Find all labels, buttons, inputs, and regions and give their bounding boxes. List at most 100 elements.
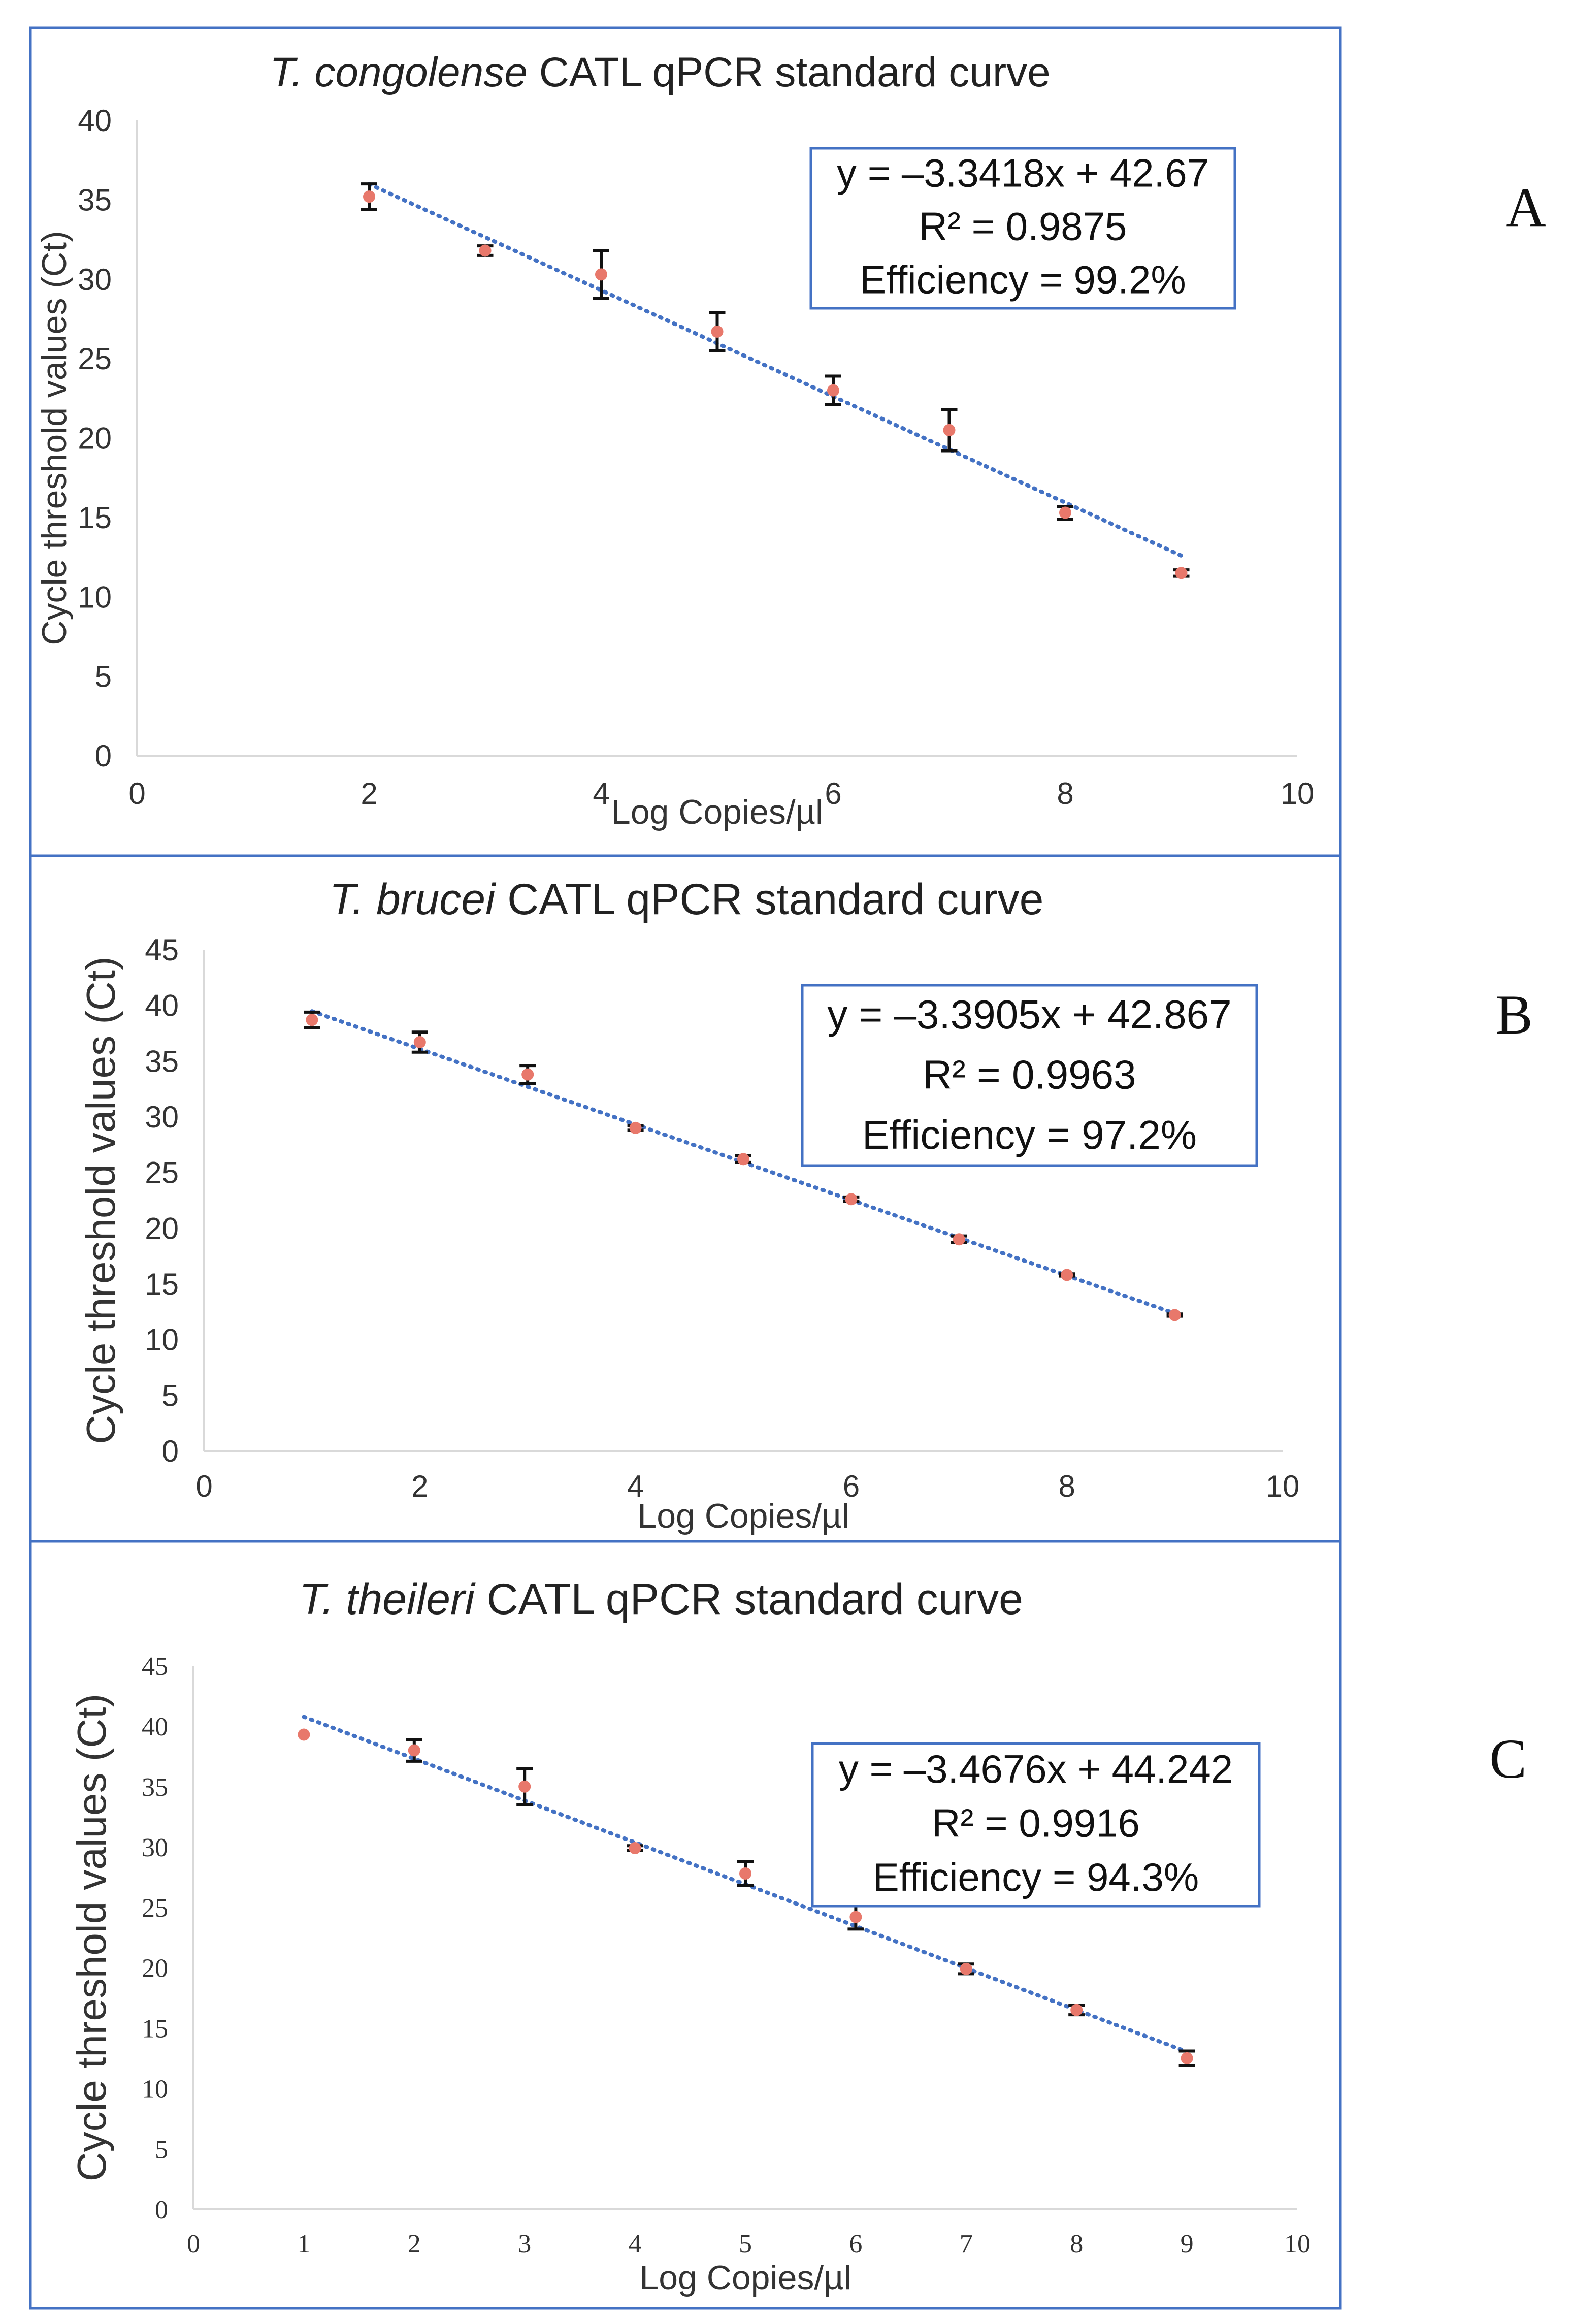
equation-line: R² = 0.9963 [923, 1052, 1136, 1098]
chart-title-rest: CATL qPCR standard curve [475, 1575, 1023, 1624]
equation-box [809, 147, 1236, 310]
data-point [1168, 1309, 1181, 1321]
x-tick-label: 0 [128, 777, 145, 811]
y-tick-label: 40 [78, 104, 112, 138]
data-point [739, 1867, 751, 1880]
y-tick-label: 30 [142, 1833, 168, 1862]
x-tick-label: 10 [1266, 1469, 1300, 1503]
y-tick-label: 30 [145, 1100, 179, 1134]
data-point [306, 1014, 318, 1026]
equation-line: y = –3.3418x + 42.67 [837, 151, 1209, 196]
y-tick-label: 20 [145, 1211, 179, 1245]
y-tick-label: 40 [145, 989, 179, 1023]
data-point [943, 424, 956, 436]
y-tick-label: 35 [78, 183, 112, 217]
y-tick-label: 45 [145, 933, 179, 967]
y-tick-label: 35 [142, 1773, 168, 1802]
data-point [413, 1036, 426, 1049]
y-tick-label: 15 [78, 501, 112, 535]
chart-panel-c: T. theileri CATL qPCR standard curve0510… [29, 1540, 1527, 2310]
data-point [629, 1842, 641, 1855]
x-tick-label: 4 [627, 1469, 644, 1503]
chart-title-species: T. theileri [299, 1575, 476, 1624]
data-point [521, 1068, 534, 1081]
x-axis-label: Log Copies/µl [611, 793, 823, 831]
y-tick-label: 5 [95, 660, 112, 694]
y-tick-label: 10 [145, 1323, 179, 1357]
y-tick-label: 35 [145, 1044, 179, 1078]
chart-title-rest: CATL qPCR standard curve [528, 49, 1051, 95]
y-tick-label: 5 [162, 1378, 179, 1412]
y-tick-label: 15 [142, 2015, 168, 2044]
panel-label: C [1489, 1728, 1526, 1790]
x-tick-label: 4 [629, 2230, 642, 2258]
equation-box [801, 984, 1258, 1167]
x-tick-label: 7 [960, 2230, 973, 2258]
chart-panel-b: T. brucei CATL qPCR standard curve 0 5 10 15… [29, 854, 1533, 1543]
chart-title: T. theileri CATL qPCR standard curve [299, 1575, 1023, 1624]
x-tick-label: 2 [361, 777, 377, 811]
data-point [629, 1121, 642, 1134]
equation-line: Efficiency = 97.2% [862, 1112, 1197, 1157]
data-point [1061, 1269, 1073, 1281]
panel-label: A [1505, 176, 1546, 238]
panel-frame [29, 1540, 1342, 2310]
data-point [1181, 2052, 1193, 2064]
data-point [479, 244, 492, 257]
equation-line: y = –3.4676x + 44.242 [839, 1747, 1233, 1791]
y-axis-label: Cycle threshold values (Ct) [69, 1694, 114, 2181]
x-tick-label: 2 [411, 1469, 428, 1503]
data-point [595, 268, 607, 281]
y-tick-label: 30 [78, 263, 112, 297]
y-tick-label: 10 [142, 2075, 168, 2104]
y-tick-label: 20 [78, 422, 112, 456]
x-tick-label: 6 [843, 1469, 860, 1503]
data-point [298, 1728, 310, 1741]
equation-line: Efficiency = 94.3% [873, 1855, 1199, 1899]
data-point [363, 190, 375, 203]
x-tick-label: 1 [297, 2230, 310, 2258]
y-tick-label: 25 [78, 342, 112, 376]
x-tick-label: 5 [739, 2230, 752, 2258]
x-tick-label: 6 [825, 777, 841, 811]
x-tick-label: 8 [1057, 777, 1073, 811]
data-point [1175, 567, 1188, 579]
x-tick-label: 4 [593, 777, 609, 811]
equation-box [811, 1742, 1261, 1908]
chart-title: T. brucei CATL qPCR standard curve [330, 875, 1044, 924]
y-tick-label: 0 [162, 1434, 179, 1468]
data-point [845, 1193, 858, 1206]
data-point [953, 1233, 965, 1246]
y-tick-label: 15 [145, 1267, 179, 1301]
y-tick-label: 10 [78, 580, 112, 614]
panel-frame [29, 854, 1342, 1543]
chart-panel-a: T. congolense CATL qPCR standard curve 0 5… [29, 26, 1546, 857]
x-tick-label: 0 [195, 1469, 212, 1503]
x-axis-label: Log Copies/µl [637, 1497, 849, 1535]
data-point [849, 1911, 862, 1923]
y-tick-label: 45 [142, 1652, 168, 1681]
data-point [408, 1744, 420, 1757]
x-tick-label: 2 [408, 2230, 421, 2258]
y-tick-label: 25 [142, 1894, 168, 1923]
chart-title-rest: CATL qPCR standard curve [495, 875, 1043, 924]
x-tick-label: 9 [1181, 2230, 1194, 2258]
x-tick-label: 3 [518, 2230, 531, 2258]
equation-line: R² = 0.9875 [919, 204, 1127, 249]
y-tick-label: 5 [155, 2135, 168, 2164]
y-tick-label: 0 [95, 739, 112, 773]
x-tick-label: 8 [1059, 1469, 1075, 1503]
y-tick-label: 40 [142, 1713, 168, 1741]
data-point [737, 1153, 749, 1166]
data-point [711, 325, 724, 338]
x-tick-label: 10 [1284, 2230, 1311, 2258]
y-axis-label: Cycle threshold values (Ct) [35, 231, 74, 645]
equation-line: R² = 0.9916 [932, 1800, 1140, 1845]
x-axis-label: Log Copies/µl [639, 2258, 851, 2297]
data-point [1059, 506, 1071, 519]
equation-line: y = –3.3905x + 42.867 [827, 992, 1231, 1037]
panel-label: B [1495, 984, 1532, 1046]
data-point [1070, 2004, 1083, 2016]
chart-title: T. congolense CATL qPCR standard curve [270, 49, 1051, 95]
